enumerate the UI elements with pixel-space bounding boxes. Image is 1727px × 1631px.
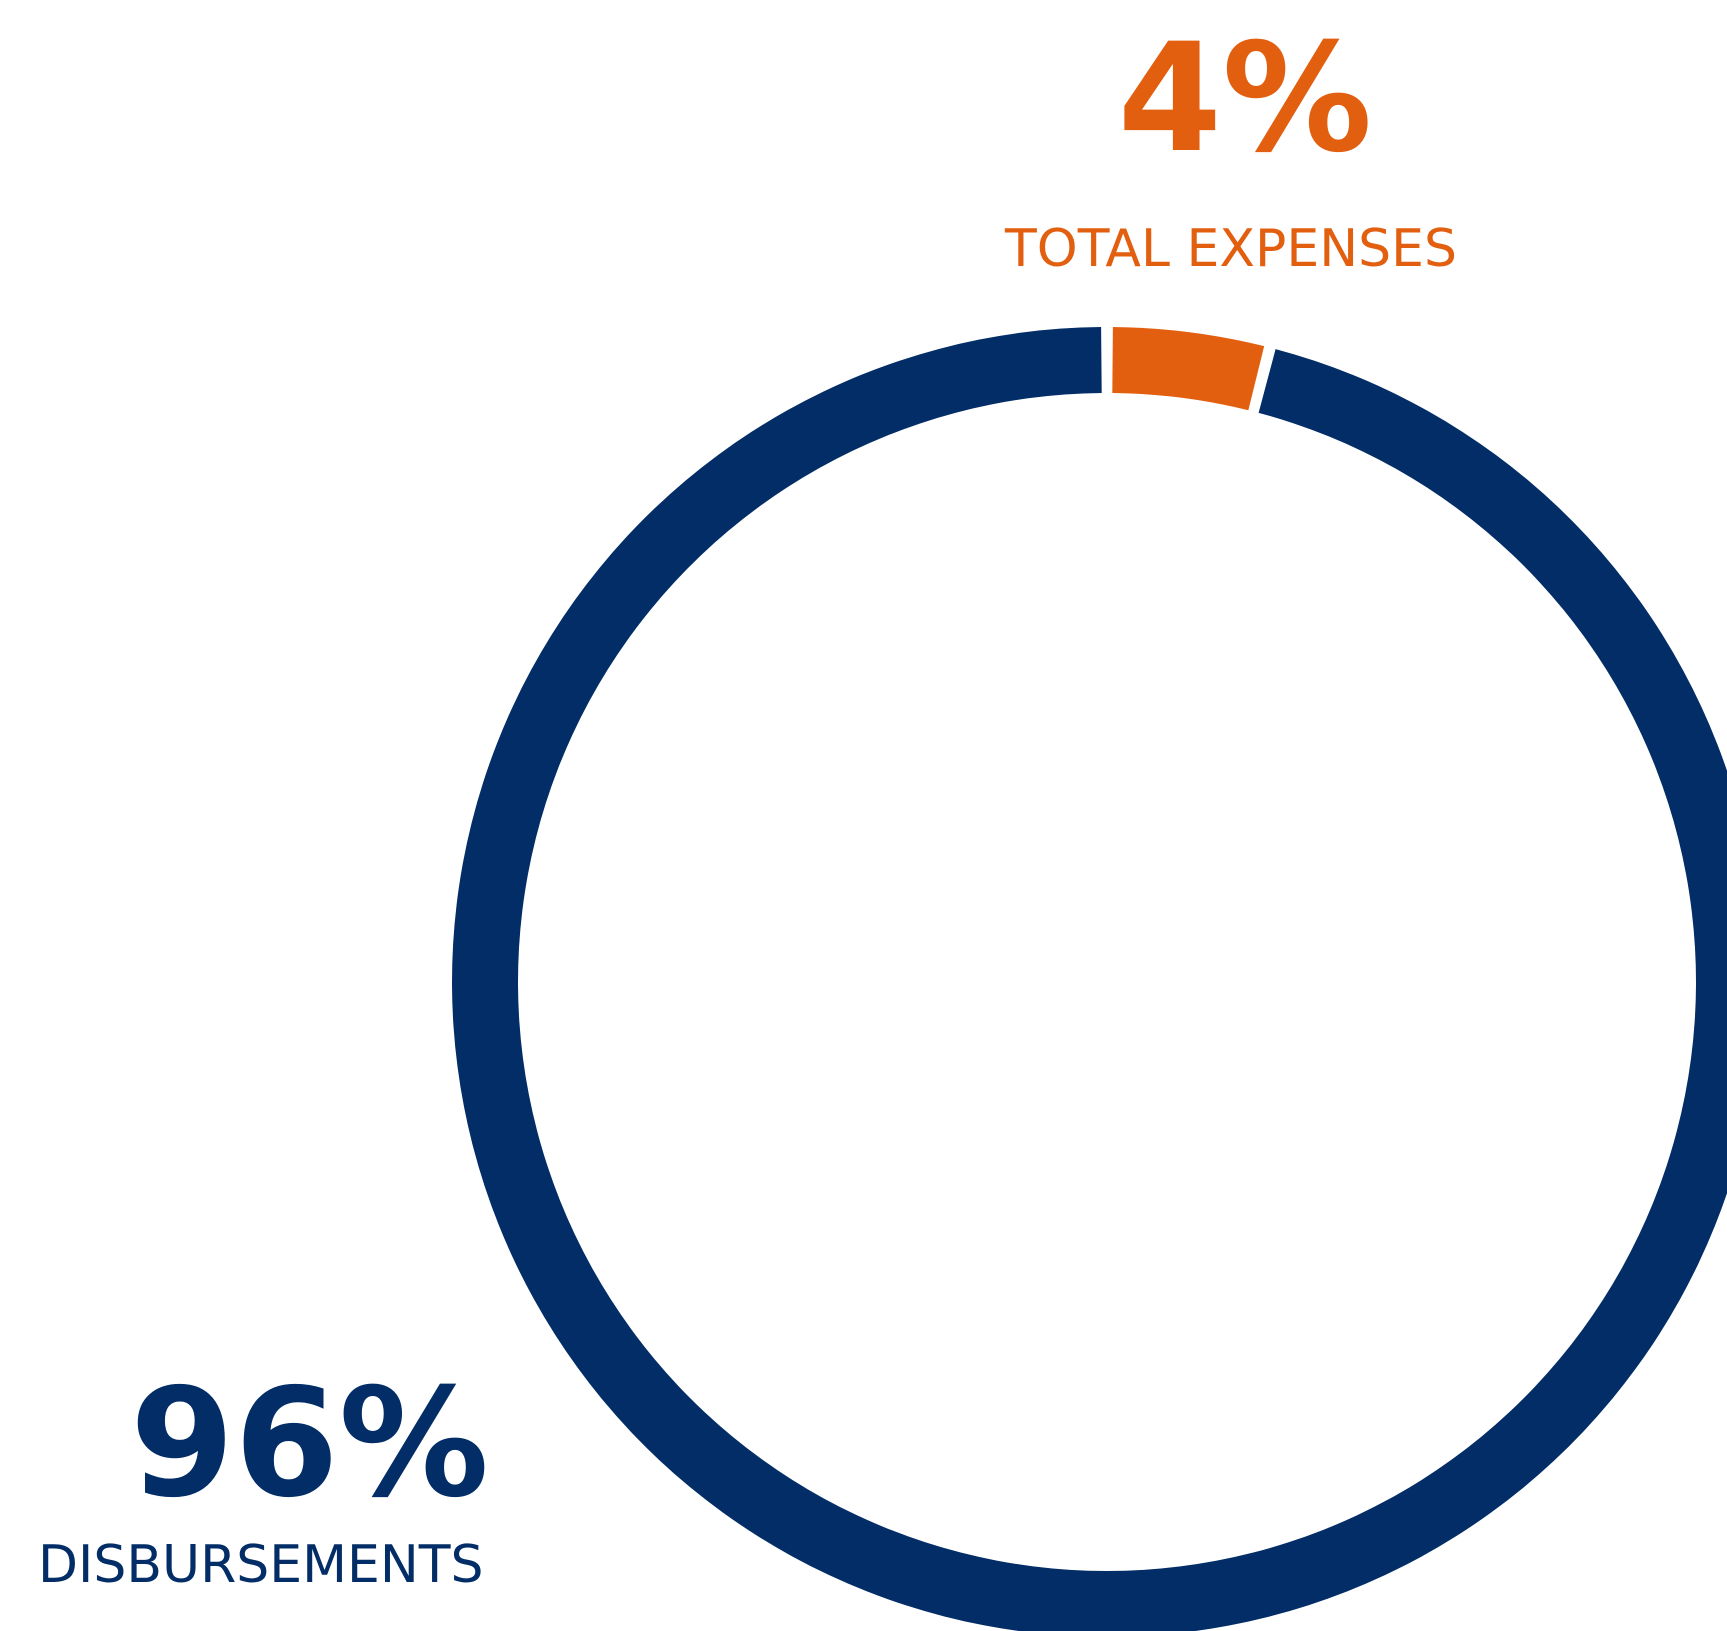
category-label: TOTAL EXPENSES	[1004, 219, 1457, 279]
donut-segment	[1112, 327, 1265, 411]
value-label: 4%	[1118, 12, 1373, 186]
category-label: DISBURSEMENTS	[38, 1535, 484, 1595]
donut-segment	[451, 327, 1727, 1631]
value-label: 96%	[130, 1357, 489, 1531]
